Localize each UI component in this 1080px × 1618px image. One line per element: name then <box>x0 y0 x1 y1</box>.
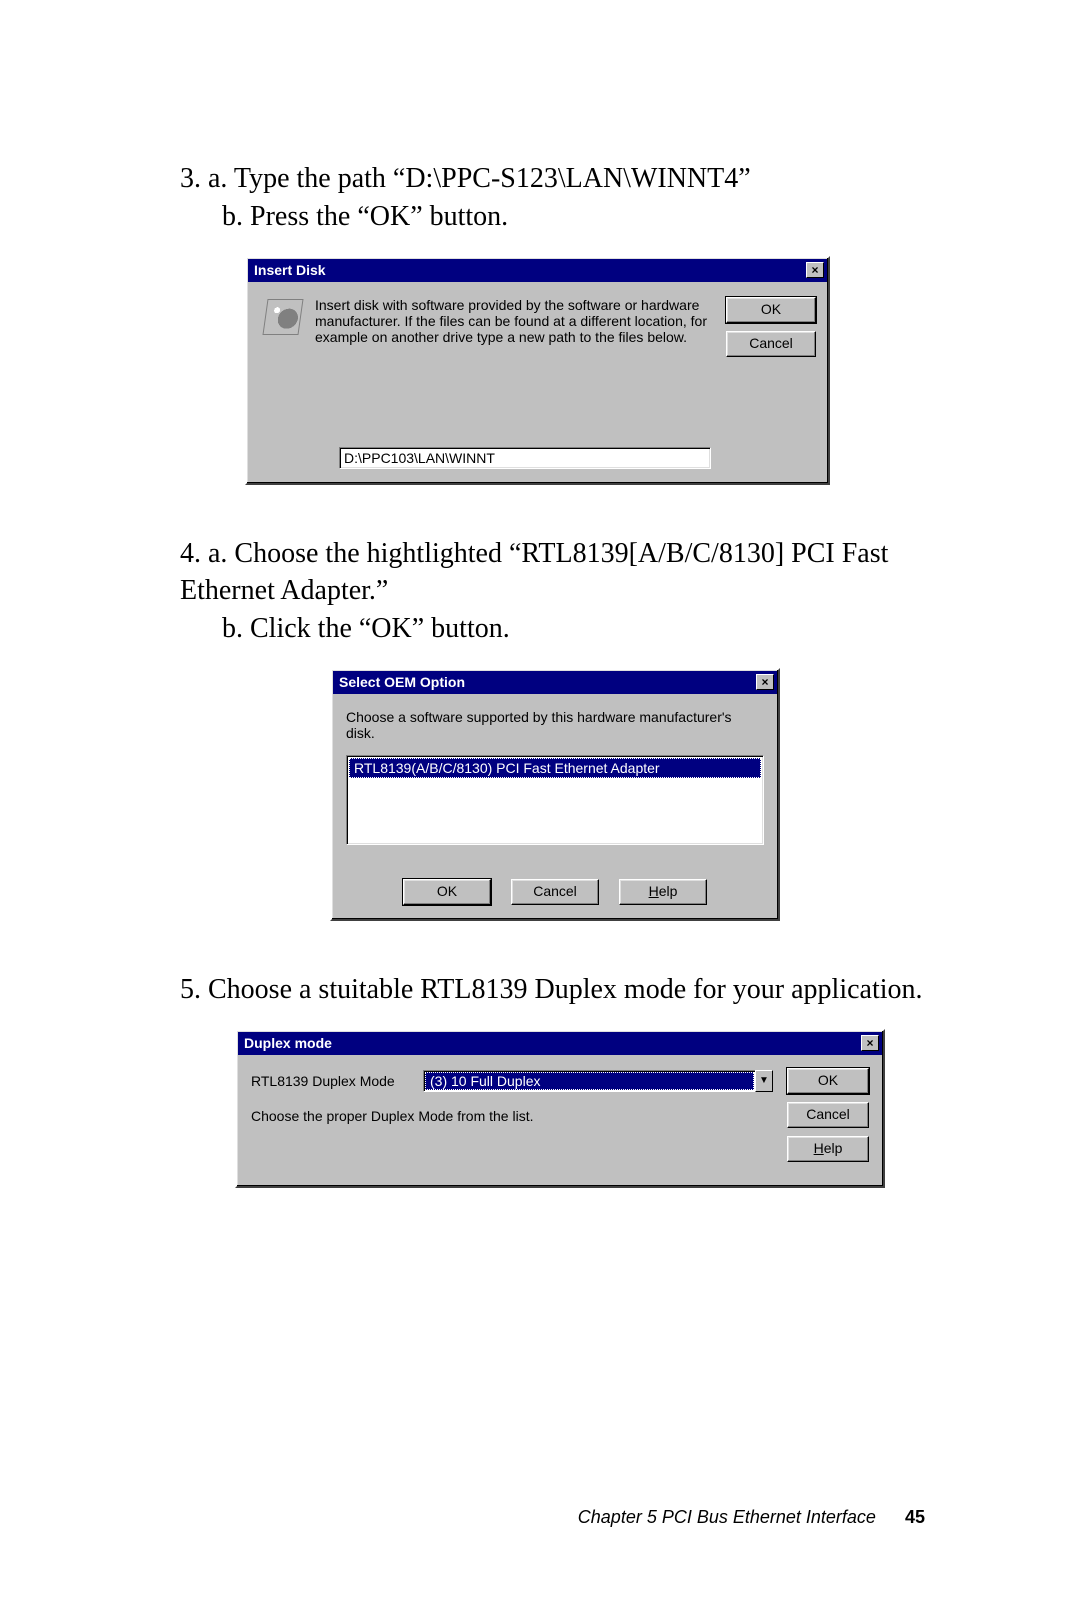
insert-disk-dialog: Insert Disk × Insert disk with software … <box>245 256 830 485</box>
chevron-down-icon[interactable]: ▼ <box>755 1070 773 1092</box>
select-oem-titlebar: Select OEM Option × <box>333 671 777 694</box>
step-3a-text: 3. a. Type the path “D:\PPC-S123\LAN\WIN… <box>180 163 751 194</box>
duplex-mode-label: RTL8139 Duplex Mode <box>251 1073 411 1089</box>
step-3: 3. a. Type the path “D:\PPC-S123\LAN\WIN… <box>180 160 930 236</box>
step-4: 4. a. Choose the hightlighted “RTL8139[A… <box>180 535 930 648</box>
step-3b-text: b. Press the “OK” button. <box>180 198 930 236</box>
ok-button[interactable]: OK <box>726 297 816 323</box>
close-icon[interactable]: × <box>861 1035 879 1051</box>
cancel-button[interactable]: Cancel <box>511 879 599 905</box>
footer-chapter: Chapter 5 PCI Bus Ethernet Interface <box>578 1507 876 1527</box>
disk-icon <box>262 299 303 335</box>
cancel-button[interactable]: Cancel <box>726 331 816 357</box>
help-button[interactable]: Help <box>619 879 707 905</box>
path-input-value: D:\PPC103\LAN\WINNT <box>344 450 495 466</box>
duplex-mode-dialog: Duplex mode × RTL8139 Duplex Mode (3) 10… <box>235 1029 885 1188</box>
close-icon[interactable]: × <box>806 262 824 278</box>
select-oem-title: Select OEM Option <box>339 671 465 694</box>
page-footer: Chapter 5 PCI Bus Ethernet Interface 45 <box>0 1507 1080 1528</box>
step-5-text: 5. Choose a stuitable RTL8139 Duplex mod… <box>180 974 923 1005</box>
step-4b-text: b. Click the “OK” button. <box>180 610 930 648</box>
help-button[interactable]: Help <box>787 1136 869 1162</box>
adapter-listbox[interactable]: RTL8139(A/B/C/8130) PCI Fast Ethernet Ad… <box>346 755 764 845</box>
select-oem-dialog: Select OEM Option × Choose a software su… <box>330 668 780 921</box>
ok-button[interactable]: OK <box>403 879 491 905</box>
duplex-mode-hint: Choose the proper Duplex Mode from the l… <box>251 1108 869 1124</box>
insert-disk-title: Insert Disk <box>254 259 326 282</box>
cancel-button[interactable]: Cancel <box>787 1102 869 1128</box>
insert-disk-titlebar: Insert Disk × <box>248 259 827 282</box>
insert-disk-message: Insert disk with software provided by th… <box>315 297 726 357</box>
ok-button[interactable]: OK <box>787 1068 869 1094</box>
adapter-list-item[interactable]: RTL8139(A/B/C/8130) PCI Fast Ethernet Ad… <box>349 758 761 778</box>
close-icon[interactable]: × <box>756 674 774 690</box>
footer-page-number: 45 <box>905 1507 925 1527</box>
duplex-mode-value: (3) 10 Full Duplex <box>425 1072 754 1090</box>
duplex-mode-title: Duplex mode <box>244 1032 332 1055</box>
select-oem-instruction: Choose a software supported by this hard… <box>346 709 764 741</box>
duplex-mode-combobox[interactable]: (3) 10 Full Duplex ▼ <box>423 1070 773 1092</box>
step-5: 5. Choose a stuitable RTL8139 Duplex mod… <box>180 971 930 1009</box>
duplex-mode-titlebar: Duplex mode × <box>238 1032 882 1055</box>
step-4a-text: 4. a. Choose the hightlighted “RTL8139[A… <box>180 538 888 607</box>
path-input[interactable]: D:\PPC103\LAN\WINNT <box>339 447 711 469</box>
